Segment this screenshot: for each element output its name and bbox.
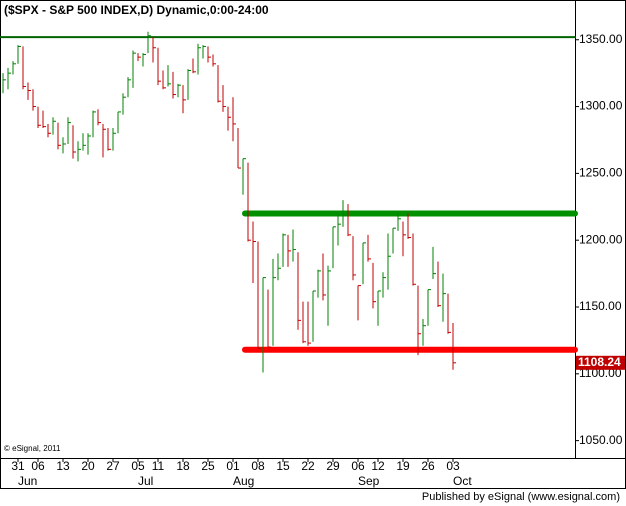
- footer: Published by eSignal (www.esignal.com): [422, 491, 620, 503]
- x-tick-label: 20: [81, 459, 95, 473]
- x-axis-area: [0, 458, 626, 489]
- x-tick-label: 31: [11, 459, 25, 473]
- x-tick-label: 12: [371, 459, 385, 473]
- plot-area: [0, 0, 576, 459]
- copyright: © eSignal, 2011: [4, 444, 61, 453]
- y-tick-label: 1050.00: [579, 433, 623, 447]
- month-label: Jun: [18, 474, 37, 488]
- x-tick-label: 26: [421, 459, 435, 473]
- x-tick-label: 01: [226, 459, 240, 473]
- x-tick-label: 15: [276, 459, 290, 473]
- x-tick-label: 13: [56, 459, 70, 473]
- y-tick-label: 1350.00: [579, 32, 623, 46]
- month-label: Aug: [233, 474, 254, 488]
- last-price-label: 1108.24: [578, 355, 621, 369]
- x-tick-label: 19: [396, 459, 410, 473]
- y-tick-label: 1200.00: [579, 232, 623, 246]
- y-tick-label: 1250.00: [579, 166, 623, 180]
- month-label: Oct: [453, 474, 472, 488]
- x-tick-label: 08: [251, 459, 265, 473]
- x-tick-label: 27: [106, 459, 120, 473]
- x-tick-label: 03: [446, 459, 460, 473]
- x-tick-label: 25: [201, 459, 215, 473]
- y-axis-area: [575, 0, 626, 459]
- x-tick-label: 18: [176, 459, 190, 473]
- x-tick-label: 06: [31, 459, 45, 473]
- x-tick-label: 22: [301, 459, 315, 473]
- x-tick-label: 06: [351, 459, 365, 473]
- x-tick-label: 11: [152, 459, 165, 473]
- month-label: Jul: [138, 474, 153, 488]
- month-label: Sep: [358, 474, 380, 488]
- x-tick-label: 29: [326, 459, 340, 473]
- x-tick-label: 05: [131, 459, 145, 473]
- chart-title: ($SPX - S&P 500 INDEX,D) Dynamic,0:00-24…: [4, 3, 269, 17]
- last-price-box: [576, 355, 625, 370]
- y-tick-label: 1300.00: [579, 99, 623, 113]
- y-tick-label: 1150.00: [579, 299, 622, 313]
